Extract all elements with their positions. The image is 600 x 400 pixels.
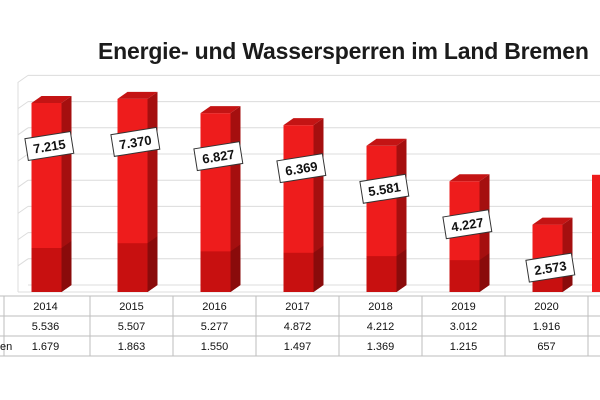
bar-base-side: [147, 236, 158, 292]
table-cell: 5.507: [118, 321, 146, 333]
data-label: 4.227: [442, 209, 493, 240]
x-tick-label: 2015: [119, 301, 143, 313]
bar-base-front: [31, 248, 62, 292]
chart-title: Energie- und Wassersperren im Land Breme…: [98, 38, 589, 64]
x-tick-label: 2017: [285, 301, 309, 313]
data-label-text: 2.573: [533, 258, 567, 278]
table-cell: 1.215: [450, 341, 478, 353]
bar-base-side: [230, 244, 241, 292]
table-cell: 4.872: [284, 321, 312, 333]
bar-base-side: [313, 245, 324, 292]
table-cell: 3.012: [450, 321, 478, 333]
bar-top: [449, 174, 490, 182]
gridline-side: [17, 127, 29, 136]
data-label: 6.827: [193, 141, 244, 172]
bar-base-front: [283, 252, 314, 292]
x-tick-label: 2018: [368, 301, 392, 313]
data-label-box: [110, 126, 161, 157]
bar-base-side: [396, 249, 407, 292]
table-cell: 5.536: [32, 321, 60, 333]
x-tick-label: 2016: [202, 301, 226, 313]
gridline-side: [17, 153, 29, 162]
table-cell: 1.497: [284, 341, 312, 353]
table-cell: 4.212: [367, 321, 395, 333]
bar-top: [283, 118, 324, 126]
table-cell: 5.277: [201, 321, 229, 333]
bar-base-front: [117, 243, 148, 292]
bar-clipped: [592, 174, 600, 292]
x-tick-label: 2014: [33, 301, 57, 313]
data-label-box: [442, 209, 493, 240]
data-label: 6.369: [276, 153, 327, 184]
gridline-side: [17, 258, 29, 267]
bar-base-front: [200, 251, 231, 292]
data-label-text: 4.227: [450, 215, 484, 235]
data-label-box: [525, 252, 576, 283]
bar-top: [117, 91, 158, 99]
bar-top: [366, 138, 407, 146]
data-label-text: 7.370: [118, 132, 152, 152]
bar-top: [31, 95, 72, 103]
gridline-side: [17, 101, 29, 110]
table-cell: 1.679: [32, 341, 60, 353]
data-label-text: 6.827: [201, 147, 235, 167]
bar-base-side: [479, 253, 490, 292]
gridline-side: [17, 74, 29, 83]
data-label-text: 6.369: [284, 159, 318, 179]
gridline-side: [17, 232, 29, 241]
data-label: 7.215: [24, 130, 75, 162]
table-cell: 1.916: [533, 321, 561, 333]
bar-base-front: [449, 260, 480, 292]
table-cell: 657: [537, 341, 555, 353]
data-label-text: 7.215: [32, 137, 66, 157]
bar-top: [532, 217, 573, 225]
bar-base-front: [366, 256, 397, 292]
table-row-label: en: [0, 341, 12, 353]
gridline-side: [17, 179, 29, 188]
data-label-box: [193, 141, 244, 172]
data-label-text: 5.581: [367, 179, 401, 199]
table-cell: 1.863: [118, 341, 146, 353]
gridline-side: [17, 205, 29, 214]
x-tick-label: 2020: [534, 301, 558, 313]
data-label: 5.581: [359, 173, 410, 204]
data-label-box: [276, 153, 327, 184]
table-cell: 1.550: [201, 341, 229, 353]
table-cell: 1.369: [367, 341, 395, 353]
bar-top: [200, 106, 241, 114]
bar-base-side: [61, 241, 72, 292]
data-label-box: [359, 173, 410, 204]
data-label: 7.370: [110, 126, 161, 157]
data-label-box: [24, 130, 75, 162]
x-tick-label: 2019: [451, 301, 475, 313]
data-label: 2.573: [525, 252, 576, 283]
